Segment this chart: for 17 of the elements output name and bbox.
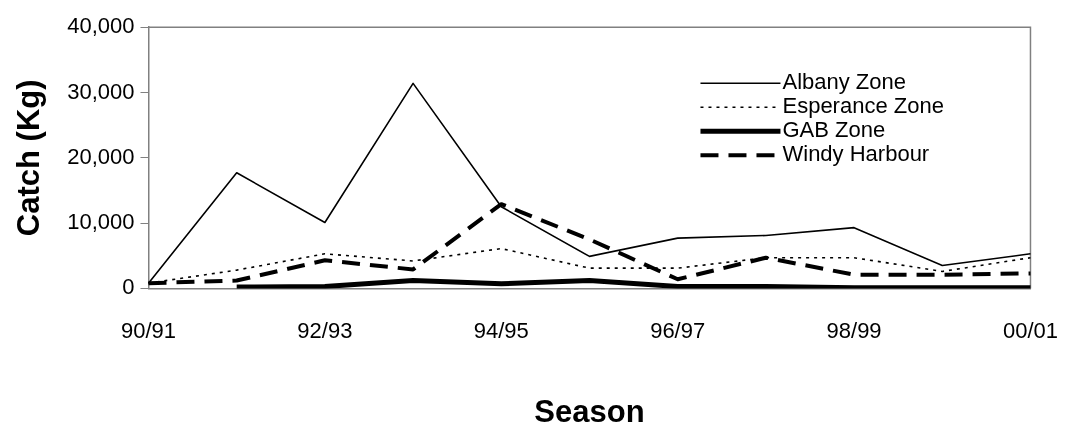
x-tick-label: 98/99 (826, 317, 882, 343)
legend-label: GAB Zone (782, 117, 886, 143)
legend-label: Albany Zone (782, 69, 906, 95)
x-axis-title: Season (534, 393, 645, 429)
legend-label: Windy Harbour (782, 141, 930, 167)
y-tick-label: 20,000 (67, 143, 135, 169)
y-tick-label: 30,000 (67, 78, 135, 104)
legend-label: Esperance Zone (782, 93, 944, 119)
y-axis-title: Catch (Kg) (11, 79, 47, 237)
x-tick-label: 96/97 (650, 317, 706, 343)
x-tick-label: 00/01 (1002, 317, 1058, 343)
x-tick-label: 90/91 (120, 317, 177, 343)
y-tick-label: 10,000 (67, 209, 135, 235)
x-tick-label: 92/93 (297, 317, 353, 343)
y-tick-label: 40,000 (67, 13, 135, 39)
x-tick-label: 94/95 (473, 317, 529, 343)
y-tick-label: 0 (122, 274, 135, 300)
